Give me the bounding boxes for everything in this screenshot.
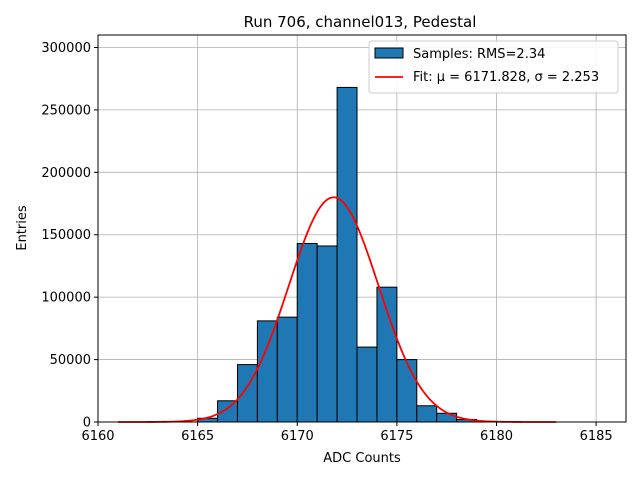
x-axis-ticks: 6160 6165 6170 6175 6180 6185 — [81, 422, 613, 444]
x-tick-label: 6175 — [380, 429, 413, 444]
y-axis-ticks: 0 50000 100000 150000 200000 250000 300000 — [41, 41, 98, 431]
legend-box — [368, 40, 619, 94]
histogram-bar — [316, 245, 338, 423]
histogram-bar — [436, 412, 458, 423]
histogram-bar — [217, 400, 238, 423]
legend-label-fit: Fit: μ = 6171.828, σ = 2.253 — [413, 70, 599, 85]
histogram-bar — [356, 346, 378, 423]
legend-label-samples: Samples: RMS=2.34 — [413, 47, 545, 62]
y-tick-label: 50000 — [50, 353, 91, 368]
histogram-bar — [376, 286, 398, 423]
y-tick-label: 100000 — [41, 291, 91, 306]
histogram-bar — [296, 242, 318, 423]
y-tick-label: 250000 — [41, 103, 91, 118]
legend-swatch-samples — [374, 47, 404, 59]
chart-title: Run 706, channel013, Pedestal — [244, 13, 477, 31]
histogram-bar — [256, 320, 278, 423]
y-tick-label: 200000 — [41, 166, 91, 181]
x-axis-label: ADC Counts — [323, 451, 401, 466]
histogram-bar — [276, 316, 298, 423]
x-tick-label: 6170 — [281, 429, 314, 444]
histogram-bar — [336, 86, 358, 423]
y-axis-label: Entries — [15, 205, 30, 251]
legend: Samples: RMS=2.34 Fit: μ = 6171.828, σ =… — [368, 40, 619, 94]
plot-frame — [97, 34, 627, 423]
y-tick-label: 0 — [83, 416, 91, 431]
histogram-bars — [197, 86, 497, 423]
x-tick-label: 6185 — [580, 429, 613, 444]
x-tick-label: 6160 — [81, 429, 114, 444]
x-tick-label: 6165 — [181, 429, 214, 444]
histogram-bar — [416, 405, 438, 423]
y-tick-label: 300000 — [41, 41, 91, 56]
grid — [97, 35, 626, 423]
y-tick-label: 150000 — [41, 228, 91, 243]
fit-curve — [117, 196, 557, 423]
fit-curve-layer — [117, 196, 557, 423]
x-tick-label: 6180 — [480, 429, 513, 444]
histogram-bar — [396, 359, 418, 423]
